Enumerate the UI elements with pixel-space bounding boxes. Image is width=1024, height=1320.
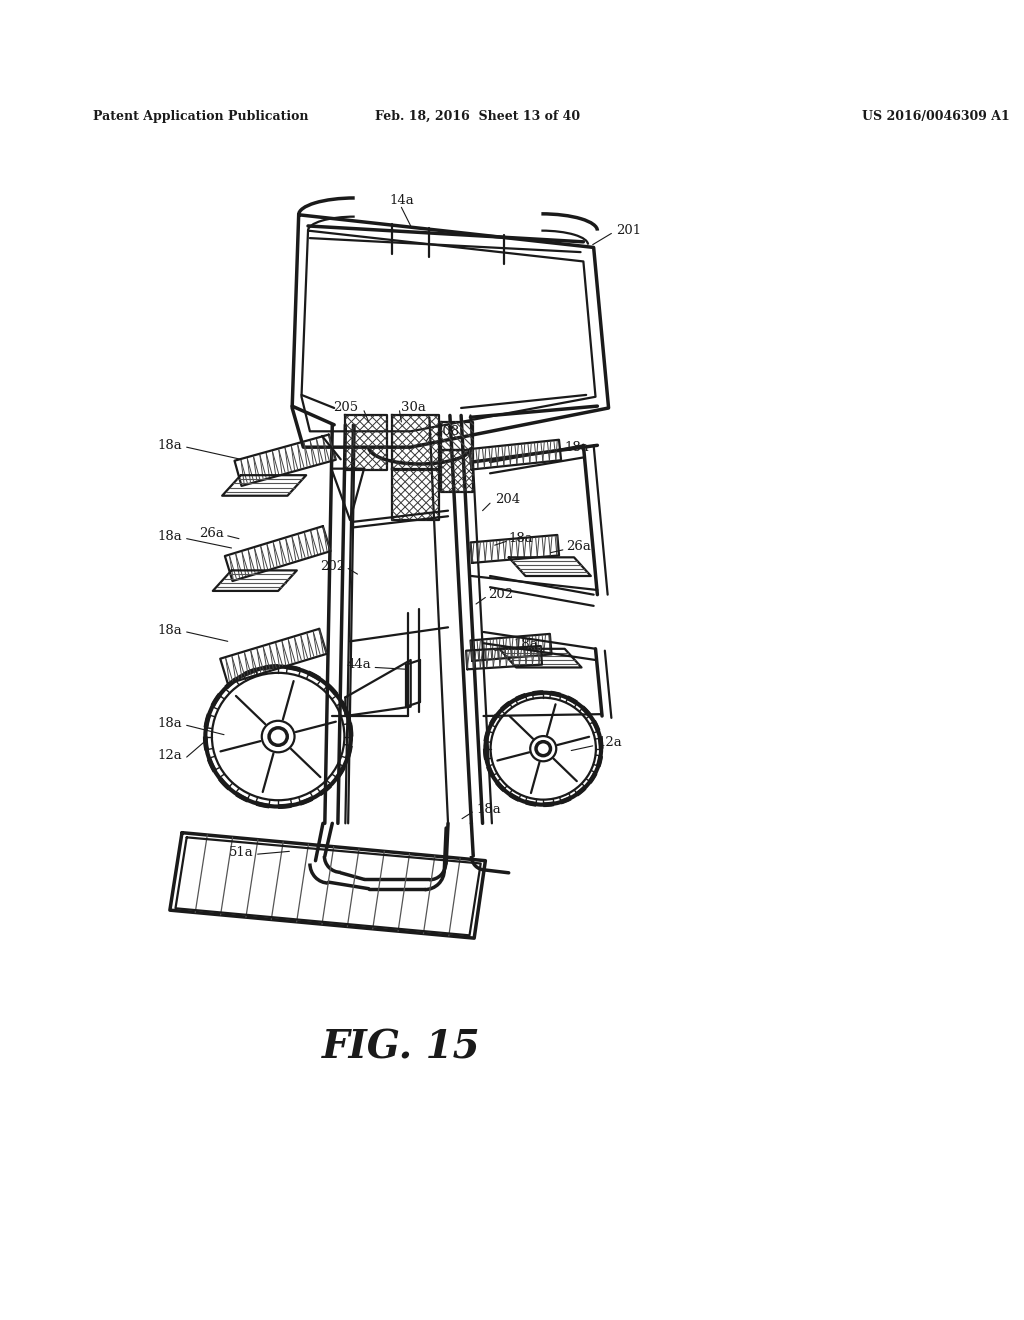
Text: 18a: 18a [509, 532, 534, 545]
Text: 208: 208 [434, 425, 459, 438]
Text: Patent Application Publication: Patent Application Publication [93, 111, 309, 123]
Text: 18a: 18a [564, 441, 590, 454]
Text: 44a: 44a [347, 659, 372, 671]
Text: 18a: 18a [158, 717, 182, 730]
Text: 18a: 18a [158, 623, 182, 636]
Text: 12a: 12a [597, 735, 623, 748]
Text: 18a: 18a [476, 803, 501, 816]
Text: 18a: 18a [158, 438, 182, 451]
Text: 26a: 26a [199, 528, 224, 540]
Text: 201: 201 [616, 224, 641, 238]
Text: FIG. 15: FIG. 15 [323, 1028, 480, 1067]
Text: 204: 204 [495, 492, 520, 506]
Text: 30a: 30a [401, 401, 426, 414]
Text: 26a: 26a [566, 540, 592, 553]
Text: Feb. 18, 2016  Sheet 13 of 40: Feb. 18, 2016 Sheet 13 of 40 [376, 111, 581, 123]
Text: 12a: 12a [158, 748, 182, 762]
Text: 18a: 18a [513, 638, 539, 651]
Text: 205: 205 [333, 401, 358, 414]
Text: 18a: 18a [158, 531, 182, 544]
Text: 202: 202 [488, 589, 513, 601]
Text: US 2016/0046309 A1: US 2016/0046309 A1 [862, 111, 1011, 123]
Text: 202: 202 [321, 560, 345, 573]
Text: 14a: 14a [389, 194, 414, 207]
Text: 51a: 51a [229, 846, 254, 859]
